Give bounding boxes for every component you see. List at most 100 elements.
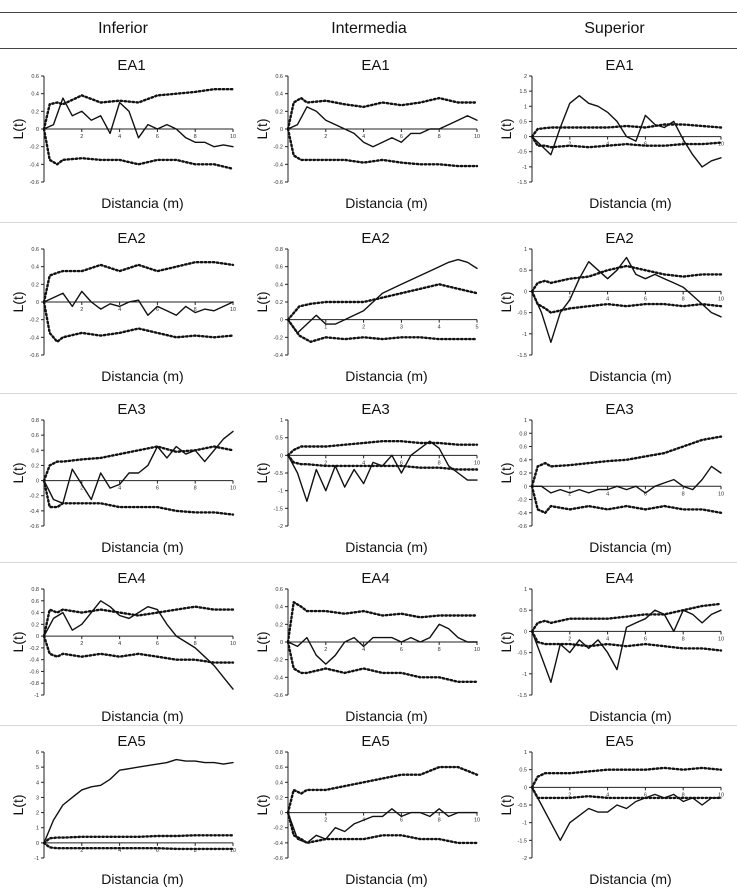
column-header-superior: Superior [584,20,645,37]
y-tick-label: -0.2 [30,494,39,500]
x-tick-label: 2 [80,134,83,140]
x-tick-label: 6 [156,307,159,313]
y-tick-label: 0 [524,629,527,635]
y-tick-label: 0.2 [31,622,39,628]
y-tick-label: -0.5 [518,150,527,156]
observed-line [531,609,722,683]
x-tick-label: 8 [682,491,685,497]
y-axis-label: L(t) [254,795,270,816]
y-tick-label: -1 [522,332,527,338]
x-tick-label: 4 [606,792,609,798]
y-tick-label: -0.2 [274,335,283,341]
y-tick-label: 2 [36,811,39,817]
y-tick-label: 0.6 [519,445,527,451]
y-axis-label: L(t) [10,292,26,313]
x-tick-label: 5 [475,325,478,331]
y-tick-label: 0.8 [31,587,39,593]
chart-ea5-intermedia: EA5 L(t) Distancia (m) 0.8 0.6 0.4 0.2 0 -0.2 -0.… [254,733,480,887]
envelope-line [42,300,235,343]
y-tick-label: 0 [280,811,283,817]
y-tick-label: -0.6 [30,353,39,359]
y-tick-label: -1.5 [274,506,283,512]
y-tick-label: 0.5 [519,119,527,125]
y-tick-label: 0 [36,127,39,133]
x-tick-label: 8 [682,636,685,642]
observed-line [287,808,478,844]
x-tick-label: 2 [324,818,327,824]
y-tick-label: -0.4 [30,335,39,341]
x-axis-label: Distancia (m) [345,539,427,555]
envelope-line [286,640,479,683]
chart-ea1-superior: EA1 L(t) Distancia (m) 2 1.5 1 0.5 0 -0.5 -1 -1.5 2… [498,57,724,211]
x-tick-label: 4 [118,307,121,313]
x-tick-label: 8 [194,307,197,313]
y-axis-label: L(t) [498,292,514,313]
x-tick-label: 6 [400,460,403,466]
row-separator [0,393,737,394]
x-tick-label: 6 [156,486,159,492]
x-tick-label: 2 [324,647,327,653]
y-tick-label: 1 [524,750,527,756]
y-tick-label: -0.2 [274,145,283,151]
chart-title: EA2 [605,230,633,247]
x-tick-label: 8 [682,792,685,798]
x-tick-label: 10 [474,818,480,824]
y-tick-label: -0.6 [518,524,527,530]
x-tick-label: 10 [718,296,724,302]
y-tick-label: -0.6 [274,856,283,862]
envelope-line [286,283,479,321]
x-axis-label: Distancia (m) [345,708,427,724]
x-axis-label: Distancia (m) [101,708,183,724]
chart-ea3-superior: EA3 L(t) Distancia (m) 1 0.8 0.6 0.4 0.2 0 -0.2 -0… [498,401,724,555]
x-tick-label: 2 [80,307,83,313]
y-tick-label: 1 [280,418,283,424]
y-tick-label: -0.4 [274,675,283,681]
x-tick-label: 1 [324,325,327,331]
chart-title: EA5 [605,733,633,750]
envelope-line [42,841,235,851]
envelope-line [286,454,479,471]
x-tick-label: 6 [644,792,647,798]
x-tick-label: 10 [230,486,236,492]
y-tick-label: 0.5 [519,608,527,614]
y-tick-label: -1 [34,693,39,699]
x-tick-label: 8 [438,460,441,466]
x-tick-label: 4 [438,325,441,331]
x-tick-label: 8 [682,296,685,302]
x-axis-label: Distancia (m) [589,539,671,555]
envelope-line [530,135,723,149]
y-tick-label: 0.2 [275,300,283,306]
y-tick-label: -0.5 [518,803,527,809]
x-tick-label: 10 [230,307,236,313]
y-tick-label: -0.4 [30,509,39,515]
y-tick-label: -0.4 [30,658,39,664]
x-tick-label: 4 [362,647,365,653]
x-tick-label: 4 [606,636,609,642]
envelope-line [530,602,723,633]
x-tick-label: 8 [438,818,441,824]
y-tick-label: 0.5 [519,768,527,774]
y-tick-label: -2 [278,524,283,530]
chart-title: EA5 [361,733,389,750]
x-tick-label: 8 [438,134,441,140]
chart-title: EA3 [117,401,145,418]
x-axis-label: Distancia (m) [101,368,183,384]
envelope-line [530,485,723,514]
chart-ea2-intermedia: EA2 L(t) Distancia (m) 0.8 0.6 0.4 0.2 0 -0.2 -0.… [254,230,479,384]
x-tick-label: 2 [80,641,83,647]
envelope-line [42,834,235,845]
x-tick-label: 2 [80,486,83,492]
x-tick-label: 4 [362,460,365,466]
x-tick-label: 10 [718,636,724,642]
y-tick-label: 0.6 [31,599,39,605]
y-axis-label: L(t) [498,795,514,816]
envelope-line [530,766,723,789]
y-tick-label: 0.8 [275,750,283,756]
observed-line [287,440,478,502]
y-tick-label: 6 [36,750,39,756]
observed-line [43,430,234,504]
y-tick-label: -1 [522,821,527,827]
observed-line [287,623,478,665]
y-tick-label: -0.5 [518,311,527,317]
